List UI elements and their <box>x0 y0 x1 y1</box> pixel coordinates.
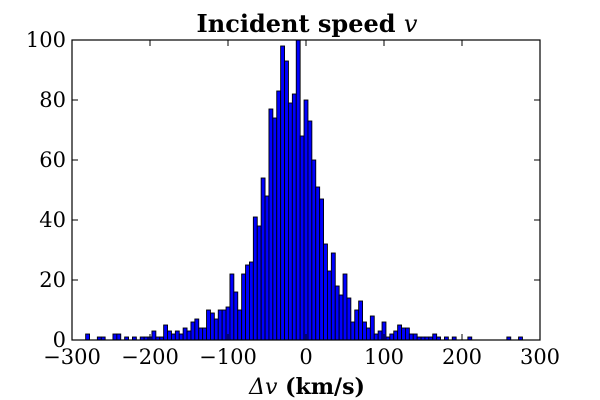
histogram-bar <box>319 198 324 341</box>
y-axis-ticks: 0 20 40 60 80 100 <box>26 28 540 352</box>
histogram-bar <box>252 216 258 341</box>
y-tick-label: 40 <box>39 208 66 232</box>
histogram-bar <box>373 333 379 341</box>
histogram-bar <box>229 273 235 341</box>
histogram-bar <box>295 39 301 341</box>
histogram-bar <box>377 330 383 341</box>
histogram-bar <box>186 330 192 341</box>
histogram-bar <box>233 291 239 341</box>
histogram-bar <box>178 333 184 341</box>
histogram-bar <box>338 294 344 341</box>
histogram-bar <box>299 135 305 341</box>
y-tick-label: 60 <box>39 148 66 172</box>
histogram-bar <box>362 321 367 341</box>
histogram-bar <box>256 225 262 341</box>
histogram-bar <box>248 261 254 341</box>
histogram-bar <box>260 177 266 341</box>
histogram-bar <box>342 273 348 341</box>
plot-frame <box>71 39 541 341</box>
chart-title-variable: v <box>404 10 418 38</box>
histogram-bar <box>346 297 352 341</box>
histogram-bar <box>116 333 122 341</box>
x-tick-label: 0 <box>299 345 312 369</box>
x-axis-label: Δv (km/s) <box>248 374 365 400</box>
histogram-bar <box>237 309 243 341</box>
histogram-bar <box>198 327 204 341</box>
histogram-bar <box>280 45 285 341</box>
histogram-bar <box>397 324 402 341</box>
histogram-bar <box>350 321 356 341</box>
x-axis-ticks: −300 −200 −100 0 100 200 300 <box>43 40 560 369</box>
histogram-bar <box>323 243 328 341</box>
histogram-bar <box>315 186 321 341</box>
histogram-bar <box>217 309 223 341</box>
histogram-bar <box>221 309 227 341</box>
histogram-bar <box>264 195 270 341</box>
histogram-bar <box>327 270 332 341</box>
histogram-bar <box>369 315 375 341</box>
histogram-bar <box>272 117 278 341</box>
histogram-bar <box>245 264 250 341</box>
x-tick-label: −300 <box>43 345 101 369</box>
histogram-bar <box>311 159 317 341</box>
histogram-bar <box>288 102 293 341</box>
histogram-bar <box>284 60 289 341</box>
x-tick-label: 100 <box>364 345 404 369</box>
chart-title: Incident speed v <box>197 9 418 38</box>
histogram-bar <box>401 327 406 341</box>
histogram-bars <box>85 39 523 341</box>
histogram-bar <box>393 330 399 341</box>
histogram-bar <box>268 108 274 341</box>
histogram-bar <box>432 333 438 341</box>
x-tick-label: 200 <box>442 345 482 369</box>
histogram-bar <box>112 333 118 341</box>
chart-title-text: Incident speed <box>197 9 404 38</box>
y-tick-label: 0 <box>53 328 66 352</box>
histogram-bar <box>241 273 246 341</box>
histogram-bar <box>389 333 395 341</box>
histogram-bar <box>163 324 168 341</box>
x-tick-label: 300 <box>520 345 560 369</box>
histogram-bar <box>209 312 215 341</box>
histogram-bar <box>174 330 180 341</box>
histogram-bar <box>408 333 414 341</box>
histogram-bar <box>291 93 297 341</box>
y-tick-label: 100 <box>26 28 66 52</box>
histogram-bar <box>206 309 211 341</box>
histogram-bar <box>190 321 196 341</box>
histogram-bar <box>167 330 172 341</box>
x-tick-label: −100 <box>199 345 257 369</box>
histogram-bar <box>194 318 200 341</box>
histogram-bar <box>276 90 282 341</box>
histogram-bar <box>182 327 188 341</box>
histogram-bar <box>405 327 410 341</box>
x-tick-label: −200 <box>121 345 179 369</box>
histogram-bar <box>213 318 219 341</box>
histogram-bar <box>307 120 313 341</box>
histogram-bar <box>358 300 363 341</box>
histogram-bar <box>85 333 91 341</box>
histogram-bar <box>170 333 176 341</box>
histogram-bar <box>330 252 336 341</box>
histogram-bar <box>412 333 418 341</box>
x-axis-label-delta: Δ <box>248 375 265 400</box>
x-axis-label-variable: v <box>265 375 278 400</box>
histogram-bar <box>334 285 340 341</box>
histogram-bar <box>354 309 360 341</box>
histogram-bar <box>151 330 157 341</box>
histogram-bar <box>366 327 371 341</box>
x-axis-label-unit: (km/s) <box>277 374 364 400</box>
y-tick-label: 80 <box>39 88 66 112</box>
histogram-bar <box>303 99 309 341</box>
y-tick-label: 20 <box>39 268 66 292</box>
histogram-bar <box>202 327 207 341</box>
